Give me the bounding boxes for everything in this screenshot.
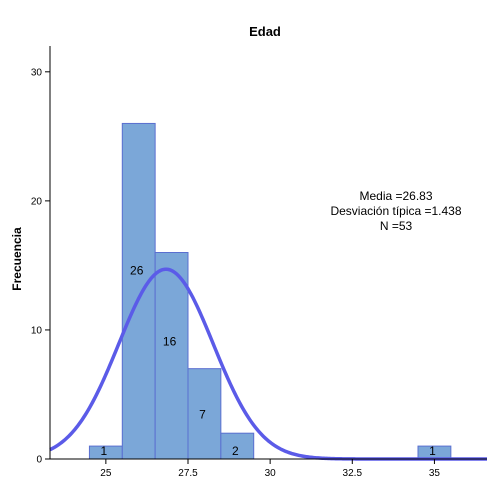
histogram-bar xyxy=(121,122,156,460)
chart-title: Edad xyxy=(249,24,281,39)
bar-value-label: 1 xyxy=(101,444,108,458)
stats-n: N =53 xyxy=(380,219,413,233)
y-tick-label: 30 xyxy=(31,67,43,78)
y-axis-label: Frecuencia xyxy=(10,227,24,291)
histogram-bar xyxy=(187,368,222,460)
stats-box: Media =26.83 Desviación típica =1.438 N … xyxy=(330,189,461,233)
ticks-group: 0 10 20 30 25 27.5 30 32.5 35 xyxy=(31,67,441,477)
y-tick-label: 0 xyxy=(36,455,42,466)
bar-value-label: 1 xyxy=(429,444,436,458)
bar-value-label: 16 xyxy=(163,334,177,348)
normal-curve xyxy=(49,267,487,461)
x-tick-label: 32.5 xyxy=(343,468,363,477)
bars-group xyxy=(88,122,452,460)
stats-mean: Media =26.83 xyxy=(359,189,432,203)
y-tick-label: 20 xyxy=(31,196,43,207)
x-tick-label: 27.5 xyxy=(178,468,198,477)
bar-value-label: 26 xyxy=(130,263,144,277)
stats-sd: Desviación típica =1.438 xyxy=(330,204,461,218)
y-tick-label: 10 xyxy=(31,325,43,336)
x-tick-label: 35 xyxy=(429,468,441,477)
axes-group xyxy=(49,46,487,460)
x-tick-label: 30 xyxy=(265,468,277,477)
x-tick-label: 25 xyxy=(100,468,112,477)
bar-labels-group: 1 26 16 7 2 1 xyxy=(101,263,437,458)
bar-value-label: 7 xyxy=(199,407,206,421)
histogram-bar xyxy=(154,252,189,460)
bar-value-label: 2 xyxy=(232,444,239,458)
